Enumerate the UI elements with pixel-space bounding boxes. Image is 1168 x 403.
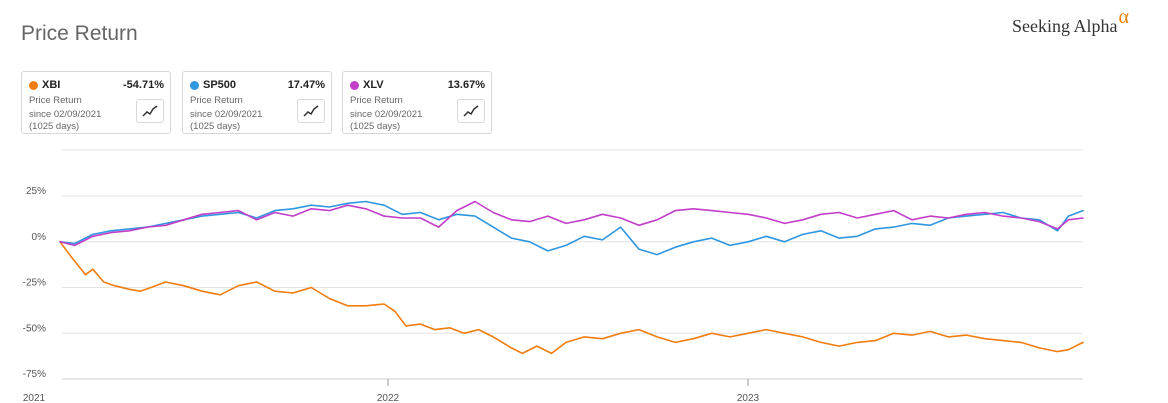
series-color-dot (190, 81, 199, 90)
sparkline-button[interactable] (136, 99, 164, 123)
ticker-card-xbi[interactable]: XBI -54.71% Price Return since 02/09/202… (21, 71, 171, 134)
metric-label: Price Return (350, 95, 403, 106)
ticker-symbol: XBI (42, 79, 61, 91)
x-tick-label: 2023 (737, 393, 760, 403)
y-tick-label: -25% (23, 278, 46, 289)
day-count: (1025 days) (29, 121, 80, 132)
ticker-card-sp500[interactable]: SP500 17.47% Price Return since 02/09/20… (182, 71, 332, 134)
y-tick-label: 25% (26, 186, 46, 197)
x-tick-label: 2022 (377, 393, 400, 403)
series-line-xbi[interactable] (59, 241, 1084, 355)
seeking-alpha-logo[interactable]: Seeking Alphaα (1012, 6, 1129, 38)
ticker-symbol: XLV (363, 79, 384, 91)
sparkline-button[interactable] (457, 99, 485, 123)
ticker-card-xlv[interactable]: XLV 13.67% Price Return since 02/09/2021… (342, 71, 492, 134)
chart-title: Price Return (21, 22, 138, 45)
since-date: since 02/09/2021 (350, 109, 423, 120)
since-date: since 02/09/2021 (190, 109, 263, 120)
alpha-icon: α (1118, 6, 1129, 28)
y-tick-label: -50% (23, 323, 46, 334)
series-line-sp500[interactable] (59, 200, 1084, 256)
sparkline-button[interactable] (297, 99, 325, 123)
ticker-symbol: SP500 (203, 79, 237, 91)
sparkline-icon (463, 105, 479, 117)
day-count: (1025 days) (190, 121, 241, 132)
x-tick-label: 2021 (23, 393, 46, 403)
y-tick-label: -75% (23, 369, 46, 380)
y-tick-label: 0% (32, 232, 47, 243)
metric-label: Price Return (190, 95, 243, 106)
sparkline-icon (303, 105, 319, 117)
day-count: (1025 days) (350, 121, 401, 132)
series-line-xlv[interactable] (59, 200, 1084, 247)
sparkline-icon (142, 105, 158, 117)
logo-text: Seeking Alpha (1012, 16, 1118, 36)
metric-label: Price Return (29, 95, 82, 106)
series-color-dot (350, 81, 359, 90)
return-value: 13.67% (447, 79, 485, 91)
series-color-dot (29, 81, 38, 90)
return-value: 17.47% (287, 79, 325, 91)
since-date: since 02/09/2021 (29, 109, 102, 120)
return-value: -54.71% (123, 79, 164, 91)
